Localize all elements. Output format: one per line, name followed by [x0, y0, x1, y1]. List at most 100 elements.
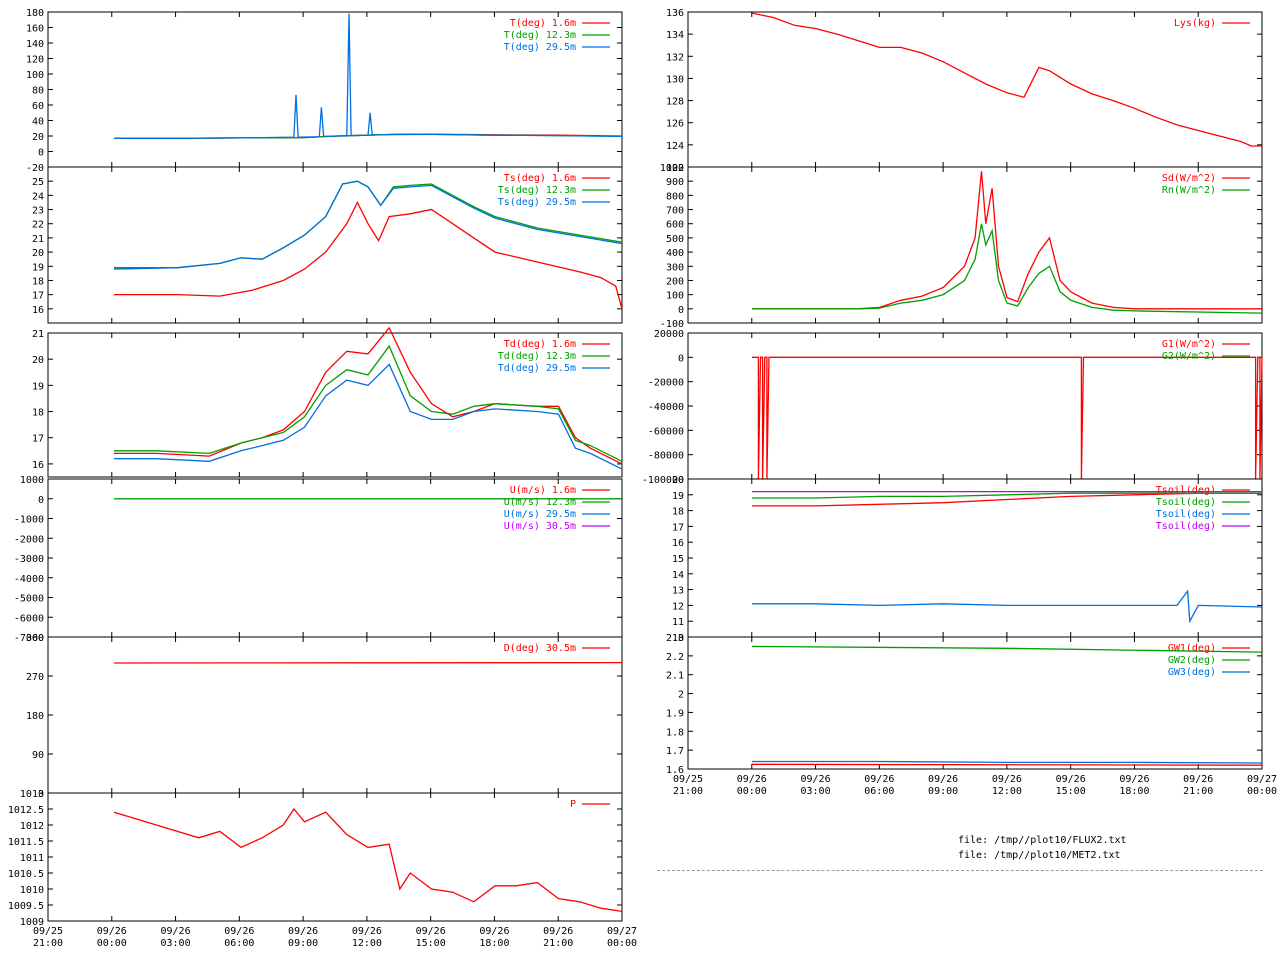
panel-8-ytick-label: 400 [666, 248, 684, 259]
panel-1-ytick-label: 160 [26, 24, 44, 35]
panel-10-legend-label-1: Tsoil(deg) [1156, 485, 1216, 496]
panel-6-xtick-date: 09/26 [352, 926, 382, 937]
panel-4-ytick-label: -4000 [14, 574, 44, 585]
panel-11-series-2-line [751, 645, 1263, 653]
panel-8-legend-label-1: Sd(W/m^2) [1162, 173, 1216, 184]
panel-9-ytick-label: -20000 [648, 378, 684, 389]
panel-4-ytick-label: -5000 [14, 594, 44, 605]
panel-11-legend-label-2: GW2(deg) [1168, 655, 1216, 666]
panel-10-ytick-label: 20 [672, 475, 684, 486]
panel-11-legend-label-1: GW1(deg) [1168, 643, 1216, 654]
panel-7-ytick-label: 130 [666, 74, 684, 85]
panel-6-xtick-date: 09/26 [97, 926, 127, 937]
panel-8-ytick-label: 800 [666, 191, 684, 202]
panel-9-series-1-line [752, 356, 1263, 480]
panel-2-ytick-label: 24 [32, 191, 44, 202]
panel-7-ytick-label: 134 [666, 30, 684, 41]
panel-7-ytick-label: 132 [666, 52, 684, 63]
panel-4-ytick-label: -2000 [14, 534, 44, 545]
panel-4-ytick-label: -1000 [14, 515, 44, 526]
panel-10-series-2-line [752, 492, 1262, 499]
panel-6-ytick-label: 1011.5 [8, 837, 44, 848]
panel-11-xtick-date: 09/26 [1119, 774, 1149, 785]
panel-1-ytick-label: 20 [32, 132, 44, 143]
panel-3-ytick-label: 21 [32, 329, 44, 340]
panel-11-xtick-date: 09/26 [801, 774, 831, 785]
panel-11-xtick-date: 09/26 [928, 774, 958, 785]
panel-4-legend-label-4: U(m/s) 30.5m [504, 521, 576, 532]
panel-10-series-3-line [752, 589, 1263, 624]
panel-2-ytick-label: 19 [32, 262, 44, 273]
panel-1-ytick-label: 140 [26, 39, 44, 50]
panel-9-ytick-label: 0 [678, 353, 684, 364]
panel-2-ytick-label: 25 [32, 177, 44, 188]
panel-6-xtick-time: 00:00 [97, 938, 127, 949]
panel-11-xtick-time: 09:00 [928, 786, 958, 797]
panel-6-xtick-date: 09/25 [33, 926, 63, 937]
panel-11-ytick-label: 2 [678, 690, 684, 701]
panel-3-legend-label-3: Td(deg) 29.5m [498, 363, 576, 374]
panel-4-ytick-label: -6000 [14, 613, 44, 624]
panel-1-ytick-label: 40 [32, 117, 44, 128]
panel-8-ytick-label: 100 [666, 291, 684, 302]
panel-1-ytick-label: 60 [32, 101, 44, 112]
panel-3-series-3-line [114, 363, 623, 470]
panel-4-ytick-label: 0 [38, 495, 44, 506]
panel-6-frame [47, 792, 623, 922]
panel-11-xtick-time: 21:00 [673, 786, 703, 797]
panel-2-frame [47, 166, 623, 324]
panel-2-legend-label-2: Ts(deg) 12.3m [498, 185, 576, 196]
panel-10-ytick-label: 12 [672, 601, 684, 612]
panel-2-series-1-line [114, 201, 623, 309]
panel-4-legend-label-2: U(m/s) 12.3m [504, 497, 576, 508]
panel-3-ytick-label: 20 [32, 355, 44, 366]
panel-6-xtick-time: 21:00 [543, 938, 573, 949]
panel-5-ytick-label: 360 [26, 633, 44, 644]
panel-9-ytick-label: -40000 [648, 402, 684, 413]
panel-11-xtick-time: 00:00 [1247, 786, 1277, 797]
panel-2-ytick-label: 21 [32, 234, 44, 245]
panel-1-series-3-line [114, 13, 623, 139]
panel-3-legend-label-1: Td(deg) 1.6m [504, 339, 576, 350]
panel-3-series-2-line [114, 344, 623, 462]
panel-5-ytick-label: 270 [26, 672, 44, 683]
panel-8-series-2-line [752, 223, 1263, 314]
panel-6-ytick-label: 1013 [20, 789, 44, 800]
panel-8-frame [687, 166, 1263, 324]
panel-2-legend-label-3: Ts(deg) 29.5m [498, 197, 576, 208]
panel-5-legend-label-1: D(deg) 30.5m [504, 643, 576, 654]
panel-6-ytick-label: 1012.5 [8, 805, 44, 816]
panel-10-ytick-label: 16 [672, 538, 684, 549]
panel-7-series-1-line [751, 12, 1262, 147]
panel-6-xtick-date: 09/27 [607, 926, 637, 937]
panel-3-legend-label-2: Td(deg) 12.3m [498, 351, 576, 362]
panel-3-ytick-label: 17 [32, 434, 44, 445]
panel-11-frame [687, 636, 1263, 770]
panel-4-ytick-label: 1000 [20, 475, 44, 486]
panel-2-ytick-label: 22 [32, 220, 44, 231]
panel-6-xtick-date: 09/26 [479, 926, 509, 937]
panel-8-ytick-label: 300 [666, 262, 684, 273]
panel-6-ytick-label: 1010.5 [8, 869, 44, 880]
panel-11-xtick-date: 09/26 [864, 774, 894, 785]
panel-11-xtick-date: 09/26 [992, 774, 1022, 785]
panel-3-ytick-label: 16 [32, 460, 44, 471]
panel-3-frame [47, 332, 623, 478]
panel-11-ytick-label: 2.3 [666, 633, 684, 644]
panel-2-series-3-line [113, 180, 623, 270]
panel-6-ytick-label: 1009 [20, 917, 44, 928]
panel-2-ytick-label: 23 [32, 206, 44, 217]
panel-1-legend-label-1: T(deg) 1.6m [510, 18, 576, 29]
panel-6-xtick-time: 15:00 [416, 938, 446, 949]
panel-7-ytick-label: 126 [666, 119, 684, 130]
panel-10-legend-label-3: Tsoil(deg) [1156, 509, 1216, 520]
panel-1-ytick-label: -20 [26, 163, 44, 174]
panel-9-ytick-label: -80000 [648, 451, 684, 462]
panel-6-xtick-date: 09/26 [161, 926, 191, 937]
panel-4-legend-label-1: U(m/s) 1.6m [510, 485, 576, 496]
panel-3-ytick-label: 19 [32, 381, 44, 392]
panel-7-ytick-label: 136 [666, 8, 684, 19]
panel-7-legend-label-1: Lys(kg) [1174, 18, 1216, 29]
panel-1-legend-label-3: T(deg) 29.5m [504, 42, 576, 53]
panel-6-xtick-date: 09/26 [416, 926, 446, 937]
